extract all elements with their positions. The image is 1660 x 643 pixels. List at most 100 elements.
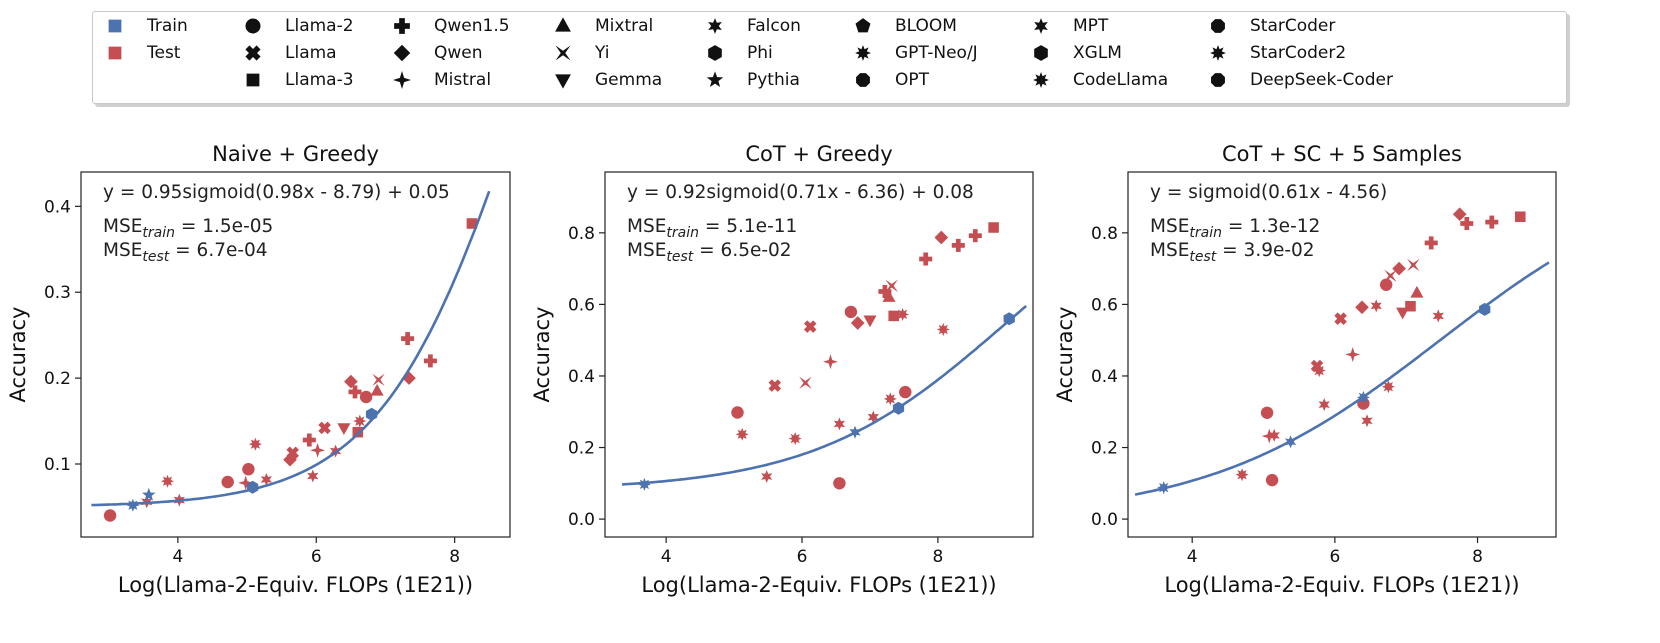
test-point-bowtie (372, 373, 385, 386)
legend-label: CodeLlama (1073, 70, 1169, 90)
x-tick-label: 6 (311, 547, 322, 567)
train-point-hexagon (365, 407, 378, 421)
chart-title: CoT + Greedy (745, 142, 892, 166)
test-point-star6 (260, 472, 273, 487)
mse-subscript: train (142, 225, 175, 241)
legend-marker-octagon-icon (1211, 73, 1225, 87)
legend-item-llama: Llama (241, 42, 337, 64)
fit-curve-line (1134, 261, 1550, 496)
legend-marker-star8-icon (855, 45, 871, 61)
test-point-star4 (238, 475, 254, 491)
test-point-star8 (883, 392, 897, 406)
mse-prefix: MSE (1150, 216, 1189, 237)
test-point-diamond (344, 374, 358, 389)
test-point-star8 (788, 432, 802, 446)
legend-label: XGLM (1073, 43, 1122, 63)
test-point-diamond (1452, 207, 1467, 222)
legend-marker-hexagon-icon (708, 45, 722, 61)
legend-item-mpt: MPT (1029, 15, 1108, 37)
y-axis-label: Accuracy (1053, 307, 1077, 403)
x-tick-label: 8 (449, 547, 460, 567)
y-tick-label: 0.4 (1091, 367, 1118, 387)
test-point-star8 (735, 427, 749, 441)
test-point-star6 (1361, 414, 1373, 428)
legend-marker-shape (108, 46, 122, 60)
test-point-triangle-up (882, 290, 896, 302)
test-point-star8 (353, 414, 367, 428)
mse-value: = 6.7e-04 (169, 240, 267, 261)
train-point-star6 (1284, 435, 1297, 449)
mse-test-label: MSEtest = 6.5e-02 (627, 240, 792, 265)
test-point-bowtie (1407, 258, 1420, 272)
test-point-star6 (1268, 428, 1280, 442)
train-point-hexagon (892, 401, 905, 415)
legend-label: Llama-3 (285, 70, 354, 90)
test-point-circle (359, 390, 373, 404)
legend-item-deepseek-coder: DeepSeek-Coder (1206, 69, 1393, 91)
train-point-hexagon (1479, 302, 1491, 316)
legend-marker-shape (1033, 72, 1049, 88)
legend-item-qwen1-5: Qwen1.5 (390, 15, 510, 37)
mse-subscript: train (1189, 225, 1222, 241)
test-point-bowtie (799, 376, 812, 389)
y-tick-label: 0.2 (1091, 439, 1118, 459)
fit-curve-line (91, 190, 491, 507)
test-point-star6 (307, 469, 319, 483)
mse-test-label: MSEtest = 6.7e-04 (103, 240, 268, 265)
test-point-star6 (1432, 309, 1444, 323)
y-tick-label: 0.4 (44, 197, 71, 217)
legend-marker-shape (855, 45, 871, 61)
legend-marker-shape (393, 44, 411, 62)
test-point-star4 (1261, 428, 1277, 444)
test-point-square (988, 222, 999, 233)
test-point-circle (221, 475, 234, 489)
mse-value: = 1.5e-05 (175, 216, 273, 237)
legend-marker-shape (1034, 18, 1048, 34)
legend-marker-triangle-down-icon (555, 74, 571, 89)
panel-cot-greedy: CoT + Greedy 4 6 8 0.0 0.2 0.4 0.6 0.8 Log(Llama-… (525, 142, 1085, 643)
legend-label: Qwen (434, 43, 483, 63)
legend-item-qwen: Qwen (390, 42, 483, 64)
test-point-diamond (850, 316, 865, 330)
y-tick-label: 0.8 (1091, 224, 1118, 244)
test-point-bowtie (885, 279, 898, 292)
legend-item-yi: Yi (551, 42, 610, 64)
test-point-plus (1460, 216, 1474, 231)
mse-subscript: test (1189, 249, 1216, 265)
mse-subscript: test (142, 249, 169, 265)
legend-item-train: Train (103, 15, 188, 37)
y-tick-label: 0.0 (1091, 510, 1118, 530)
panel-cot-sc-5-samples: CoT + SC + 5 Samples 4 6 8 0.0 0.2 0.4 0.6 0.8 Lo… (1048, 142, 1608, 643)
legend-label: Falcon (747, 16, 801, 36)
x-tick-label: 6 (797, 547, 808, 567)
mse-value: = 6.5e-02 (693, 240, 791, 261)
test-point-circle (833, 477, 846, 490)
test-point-star8 (936, 322, 950, 337)
legend-marker-shape (708, 45, 722, 61)
test-point-star8 (1235, 468, 1249, 482)
legend-item-starcoder2: StarCoder2 (1206, 42, 1346, 64)
legend-marker-shape (555, 45, 571, 61)
y-axis-label: Accuracy (6, 307, 30, 403)
test-point-circle (1380, 278, 1393, 291)
y-tick-label: 0.2 (568, 439, 595, 459)
test-point-star4 (310, 442, 326, 458)
legend-marker-shape (246, 73, 260, 87)
test-point-x (286, 446, 299, 460)
fit-equation: y = 0.95sigmoid(0.98x - 8.79) + 0.05 (103, 182, 450, 203)
legend-item-llama-2: Llama-2 (241, 15, 354, 37)
test-point-plus (348, 385, 362, 399)
legend-marker-circle-icon (245, 18, 261, 34)
y-tick-label: 0.6 (1091, 295, 1118, 315)
test-point-plus (302, 433, 316, 447)
mse-subscript: test (666, 249, 693, 265)
train-point-star5 (142, 487, 156, 501)
test-point-plus (401, 332, 415, 346)
legend-marker-bowtie-icon (555, 45, 571, 61)
legend-marker-shape (856, 73, 870, 87)
x-axis-label: Log(Llama-2-Equiv. FLOPs (1E21)) (1164, 573, 1519, 597)
test-point-triangle-down (863, 315, 877, 328)
test-point-circle (103, 509, 117, 522)
mse-value: = 5.1e-11 (699, 216, 797, 237)
legend-label: Gemma (595, 70, 663, 90)
